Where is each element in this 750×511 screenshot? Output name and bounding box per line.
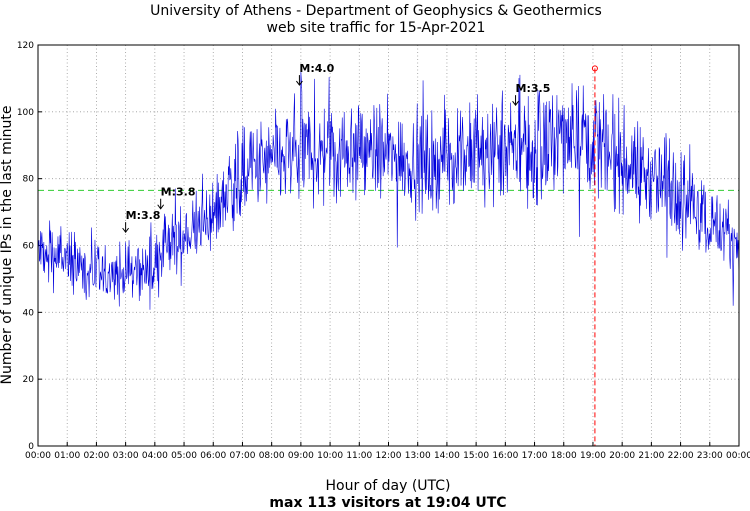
x-tick-label: 09:00 [288,451,314,461]
annotation-label: M:4.0 [299,62,334,75]
x-tick-label: 05:00 [171,451,197,461]
max-summary: max 113 visitors at 19:04 UTC [269,495,506,511]
x-tick-label: 06:00 [200,451,226,461]
series-layer [37,71,740,310]
x-tick-label: 21:00 [638,451,664,461]
x-tick-label: 17:00 [522,451,548,461]
max-layer [591,65,598,446]
x-tick-label: 10:00 [317,451,343,461]
x-tick-label: 07:00 [229,451,255,461]
x-tick-label: 22:00 [668,451,694,461]
max-point [591,65,598,72]
x-tick-label: 16:00 [492,451,518,461]
y-tick-label: 20 [23,375,35,385]
x-tick-label: 00:00 [25,451,51,461]
x-tick-label: 01:00 [54,451,80,461]
x-tick-label: 11:00 [346,451,372,461]
y-tick-labels: 0 20 40 60 80 100 120 [17,41,34,452]
annotation-label: M:3.8 [161,186,196,199]
y-tick-label: 80 [23,175,35,185]
x-tick-label: 03:00 [113,451,139,461]
traffic-series-line [37,71,740,310]
annotation-arrowhead [296,80,303,86]
x-tick-label: 13:00 [405,451,431,461]
annotation-arrowhead [157,204,165,210]
x-tick-label: 18:00 [551,451,577,461]
y-tick-label: 120 [17,41,34,51]
y-tick-label: 100 [17,108,34,118]
x-tick-label: 08:00 [259,451,285,461]
x-tick-label: 23:00 [697,451,723,461]
x-tick-label: 00:00 [726,451,750,461]
annotation-layer: M:3.8M:3.8 M:4.0 M:3.5 [122,62,551,233]
x-tick-label: 15:00 [463,451,489,461]
grid-lines [37,44,740,447]
x-tick-label: 19:00 [580,451,606,461]
y-axis-label: Number of unique IPs in the last minute [0,106,15,385]
y-tick-label: 60 [23,242,35,252]
annotation-label: M:3.8 [126,209,161,222]
chart-title: University of Athens - Department of Geo… [150,3,602,19]
x-axis-label: Hour of day (UTC) [326,478,451,494]
x-tick-label: 04:00 [142,451,168,461]
x-tick-label: 02:00 [83,451,109,461]
x-tick-label: 12:00 [376,451,402,461]
annotation-arrowhead [512,100,519,106]
y-tick-label: 40 [23,308,35,318]
x-tick-label: 20:00 [609,451,635,461]
annotation-label: M:3.5 [516,82,551,95]
x-tick-label: 14:00 [434,451,460,461]
chart-subtitle: web site traffic for 15-Apr-2021 [267,20,486,36]
x-tick-labels: 00:00 01:00 02:00 03:00 04:00 05:00 06:00 07:00… [25,451,750,461]
annotation-arrowhead [122,227,130,233]
plot-frame [37,44,740,447]
y-tick-label: 0 [28,442,34,452]
